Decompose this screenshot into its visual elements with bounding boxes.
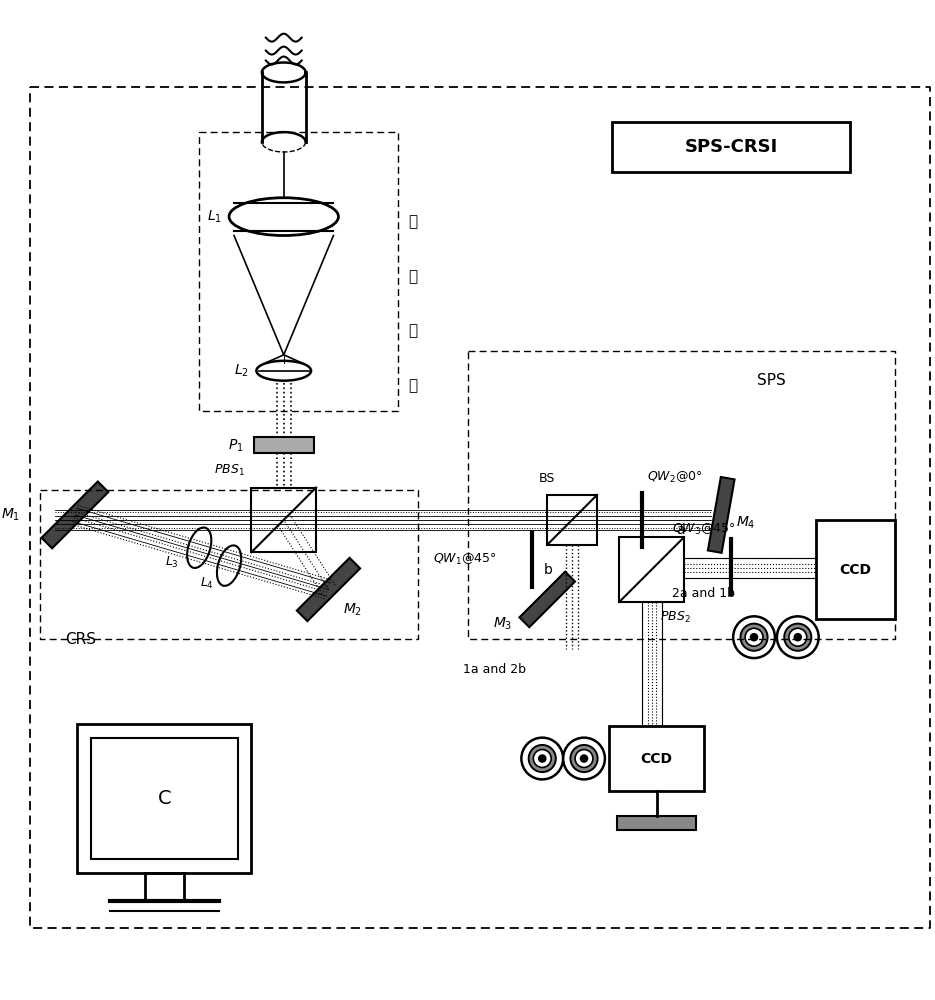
Text: CRS: CRS (65, 632, 96, 647)
Text: $QW_2@0°$: $QW_2@0°$ (647, 470, 702, 485)
Text: $QW_3@45°$: $QW_3@45°$ (671, 522, 735, 537)
Bar (619, 537, 683, 602)
Ellipse shape (789, 628, 807, 646)
Polygon shape (41, 482, 108, 548)
Text: $M_1$: $M_1$ (1, 507, 21, 523)
Ellipse shape (794, 634, 801, 641)
Ellipse shape (751, 634, 757, 641)
Text: b: b (544, 563, 554, 577)
Ellipse shape (733, 616, 775, 658)
Text: 束: 束 (409, 269, 418, 284)
Text: $L_3$: $L_3$ (165, 555, 180, 570)
Text: a: a (677, 523, 685, 537)
Ellipse shape (217, 545, 241, 586)
Text: 系: 系 (409, 323, 418, 338)
Ellipse shape (563, 738, 605, 779)
Text: $L_2$: $L_2$ (234, 363, 249, 379)
Ellipse shape (784, 624, 812, 651)
Text: $L_4$: $L_4$ (200, 576, 214, 591)
Bar (92, 738, 237, 859)
Polygon shape (520, 572, 575, 627)
Bar (252, 488, 316, 552)
Ellipse shape (539, 755, 546, 762)
Bar (254, 437, 313, 453)
Ellipse shape (522, 738, 563, 779)
Text: $QW_1@45°$: $QW_1@45°$ (433, 552, 496, 567)
Ellipse shape (741, 624, 768, 651)
Bar (547, 495, 597, 545)
Ellipse shape (581, 755, 587, 762)
Text: C: C (158, 789, 171, 808)
Ellipse shape (575, 750, 593, 767)
Polygon shape (296, 558, 360, 621)
Text: BS: BS (539, 472, 555, 485)
Text: SPS: SPS (756, 373, 785, 388)
Text: $P_1$: $P_1$ (228, 437, 244, 454)
Text: $PBS_1$: $PBS_1$ (214, 463, 244, 478)
Text: 1a and 2b: 1a and 2b (463, 663, 525, 676)
Text: $PBS_2$: $PBS_2$ (659, 610, 690, 625)
Text: $M_4$: $M_4$ (736, 515, 755, 531)
Text: $L_1$: $L_1$ (208, 208, 223, 225)
Text: $M_2$: $M_2$ (343, 601, 363, 618)
Ellipse shape (570, 745, 597, 772)
Text: CCD: CCD (640, 752, 672, 766)
Bar (610, 726, 704, 791)
Bar (617, 816, 697, 830)
Text: $M_3$: $M_3$ (493, 616, 511, 632)
Text: 缩: 缩 (409, 214, 418, 229)
Bar (611, 122, 851, 172)
Ellipse shape (256, 361, 311, 381)
Polygon shape (708, 477, 735, 553)
Text: SPS-CRSI: SPS-CRSI (684, 138, 778, 156)
Ellipse shape (229, 198, 338, 236)
Ellipse shape (187, 528, 211, 568)
Bar (78, 724, 252, 873)
Text: CCD: CCD (840, 563, 871, 577)
Bar (815, 520, 895, 619)
Ellipse shape (533, 750, 552, 767)
Text: 2a and 1b: 2a and 1b (671, 587, 735, 600)
Ellipse shape (777, 616, 819, 658)
Ellipse shape (528, 745, 555, 772)
Ellipse shape (745, 628, 763, 646)
Text: 统: 统 (409, 378, 418, 393)
